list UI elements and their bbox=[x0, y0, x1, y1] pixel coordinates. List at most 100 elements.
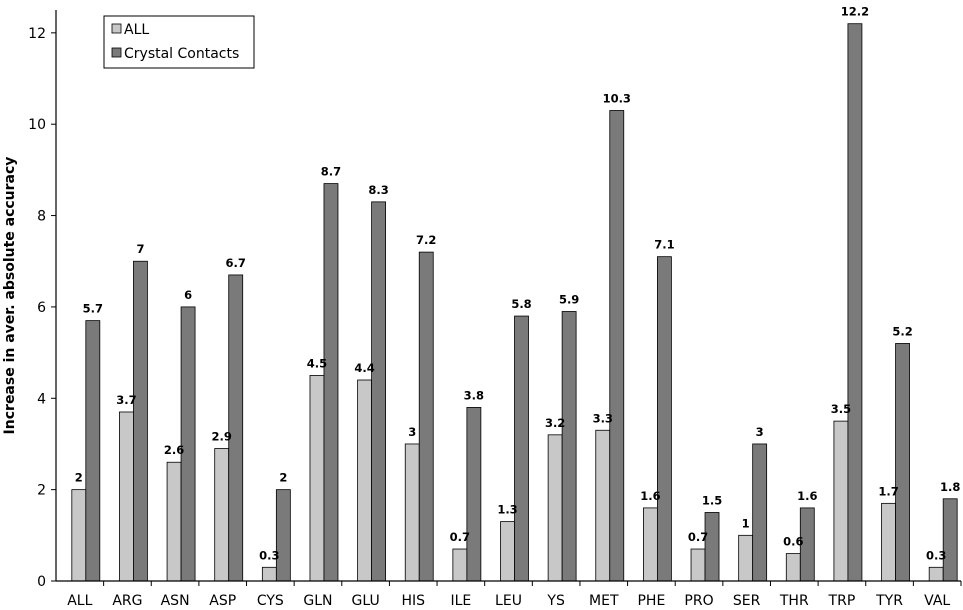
bar-all-leu bbox=[500, 521, 515, 582]
bar-crystal-contacts-ser bbox=[752, 443, 768, 582]
data-label: 8.3 bbox=[368, 183, 388, 197]
y-tick-label: 12 bbox=[28, 26, 46, 42]
x-tick-label: GLN bbox=[303, 593, 332, 609]
bar-crystal-contacts-phe bbox=[656, 256, 672, 582]
y-tick-label: 8 bbox=[37, 209, 46, 225]
data-label: 3 bbox=[756, 425, 764, 439]
data-label: 3.7 bbox=[116, 393, 136, 407]
data-label: 3.2 bbox=[545, 416, 565, 430]
y-axis-title-group: Increase in aver. absolute accuracy bbox=[2, 157, 18, 435]
data-label: 0.7 bbox=[688, 530, 708, 544]
data-label: 7 bbox=[136, 242, 144, 256]
x-axis-labels: ALL ARG ASN ASP CYS GLN GLU HIS ILE LEU YS MET PHE PR… bbox=[67, 581, 962, 609]
data-label: 8.7 bbox=[321, 165, 341, 179]
bar-crystal-contacts-his bbox=[418, 251, 434, 582]
data-label: 0.7 bbox=[450, 530, 470, 544]
bar-crystal-contacts-ile bbox=[466, 407, 482, 582]
bar-crystal-contacts-leu bbox=[514, 315, 529, 582]
x-tick-label: SER bbox=[733, 593, 761, 609]
bar-crystal-contacts-glu bbox=[371, 201, 387, 582]
data-label: 3.8 bbox=[464, 388, 484, 402]
legend-label-crystal-contacts: Crystal Contacts bbox=[124, 46, 239, 62]
y-axis-title: Increase in aver. absolute accuracy bbox=[2, 157, 18, 435]
data-label: 5.2 bbox=[892, 324, 912, 338]
data-label: 1.6 bbox=[640, 489, 660, 503]
x-tick-label: CYS bbox=[257, 593, 284, 609]
x-tick-label: LEU bbox=[495, 593, 522, 609]
data-label: 4.5 bbox=[307, 356, 327, 370]
data-label: 2.9 bbox=[212, 430, 232, 444]
bar-all-pro bbox=[690, 548, 706, 582]
data-label: 3.3 bbox=[593, 411, 613, 425]
data-label: 0.3 bbox=[926, 548, 946, 562]
data-label: 1.8 bbox=[940, 480, 960, 494]
data-label: 12.2 bbox=[841, 5, 869, 19]
data-label: 0.6 bbox=[783, 535, 803, 549]
x-tick-label: PRO bbox=[684, 593, 713, 609]
bar-crystal-contacts-all bbox=[85, 320, 101, 582]
x-tick-label: HIS bbox=[401, 593, 425, 609]
bar-crystal-contacts-trp bbox=[847, 23, 863, 582]
data-label: 7.1 bbox=[654, 238, 674, 252]
data-label: 1.3 bbox=[497, 503, 517, 517]
bar-all-ile bbox=[452, 548, 468, 582]
data-label: 2 bbox=[75, 471, 83, 485]
bar-all-ys bbox=[547, 434, 563, 582]
bar-all-all bbox=[71, 489, 87, 582]
data-label: 3 bbox=[408, 425, 416, 439]
data-label: 3.5 bbox=[831, 402, 851, 416]
bar-all-phe bbox=[642, 507, 658, 582]
bar-all-ser bbox=[738, 534, 754, 582]
legend-swatch-crystal-contacts bbox=[111, 47, 122, 58]
x-tick-label: YS bbox=[546, 593, 565, 609]
legend-label-all: ALL bbox=[124, 22, 149, 38]
data-label: 7.2 bbox=[416, 233, 436, 247]
x-tick-label: ASN bbox=[161, 593, 190, 609]
bar-all-gln bbox=[309, 375, 325, 582]
bar-all-his bbox=[404, 443, 420, 582]
y-tick-label: 6 bbox=[37, 300, 46, 316]
bar-crystal-contacts-cys bbox=[275, 489, 291, 582]
legend-box bbox=[103, 15, 255, 69]
bar-crystal-contacts-arg bbox=[133, 260, 148, 582]
bar-all-thr bbox=[785, 553, 801, 582]
x-tick-label: TRP bbox=[828, 593, 856, 609]
data-label: 5.9 bbox=[559, 292, 579, 306]
bar-crystal-contacts-gln bbox=[323, 183, 339, 582]
y-axis-ticks: 0 2 4 6 8 10 12 bbox=[28, 26, 56, 590]
x-tick-label: THR bbox=[779, 593, 809, 609]
x-tick-label: TYR bbox=[875, 593, 903, 609]
data-labels-group: 2 5.7 3.7 7 2.6 6 2.9 6.7 0.3 2 4.5 8.7 4.4 8.3 3 7.2 0.… bbox=[75, 5, 961, 563]
x-tick-label: ALL bbox=[67, 593, 92, 609]
bar-all-met bbox=[595, 429, 611, 582]
data-label: 1.5 bbox=[702, 493, 722, 507]
data-label: 2.6 bbox=[164, 443, 184, 457]
x-tick-label: GLU bbox=[352, 593, 380, 609]
bar-all-val bbox=[928, 566, 944, 582]
x-tick-label: PHE bbox=[637, 593, 665, 609]
data-label: 5.8 bbox=[511, 297, 531, 311]
bar-crystal-contacts-asp bbox=[228, 274, 244, 582]
y-tick-label: 4 bbox=[37, 391, 46, 407]
legend-swatch-all bbox=[111, 23, 122, 34]
y-tick-label: 10 bbox=[28, 117, 46, 133]
axes-group bbox=[55, 10, 961, 582]
bars-group bbox=[71, 23, 958, 582]
bar-all-asn bbox=[166, 461, 182, 582]
data-label: 10.3 bbox=[603, 91, 631, 105]
bar-crystal-contacts-val bbox=[942, 498, 958, 582]
x-tick-label: ARG bbox=[112, 593, 142, 609]
bar-all-cys bbox=[261, 566, 277, 582]
data-label: 6 bbox=[184, 288, 192, 302]
bar-all-tyr bbox=[881, 502, 896, 582]
x-tick-label: MET bbox=[589, 593, 619, 609]
bar-all-arg bbox=[119, 411, 134, 582]
bar-crystal-contacts-tyr bbox=[895, 343, 910, 582]
legend: ALL Crystal Contacts bbox=[103, 15, 255, 69]
data-label: 6.7 bbox=[226, 256, 246, 270]
y-tick-label: 2 bbox=[37, 483, 46, 499]
bar-crystal-contacts-ys bbox=[561, 311, 577, 582]
data-label: 5.7 bbox=[83, 302, 103, 316]
data-label: 4.4 bbox=[354, 361, 374, 375]
x-tick-label: ASP bbox=[209, 593, 236, 609]
